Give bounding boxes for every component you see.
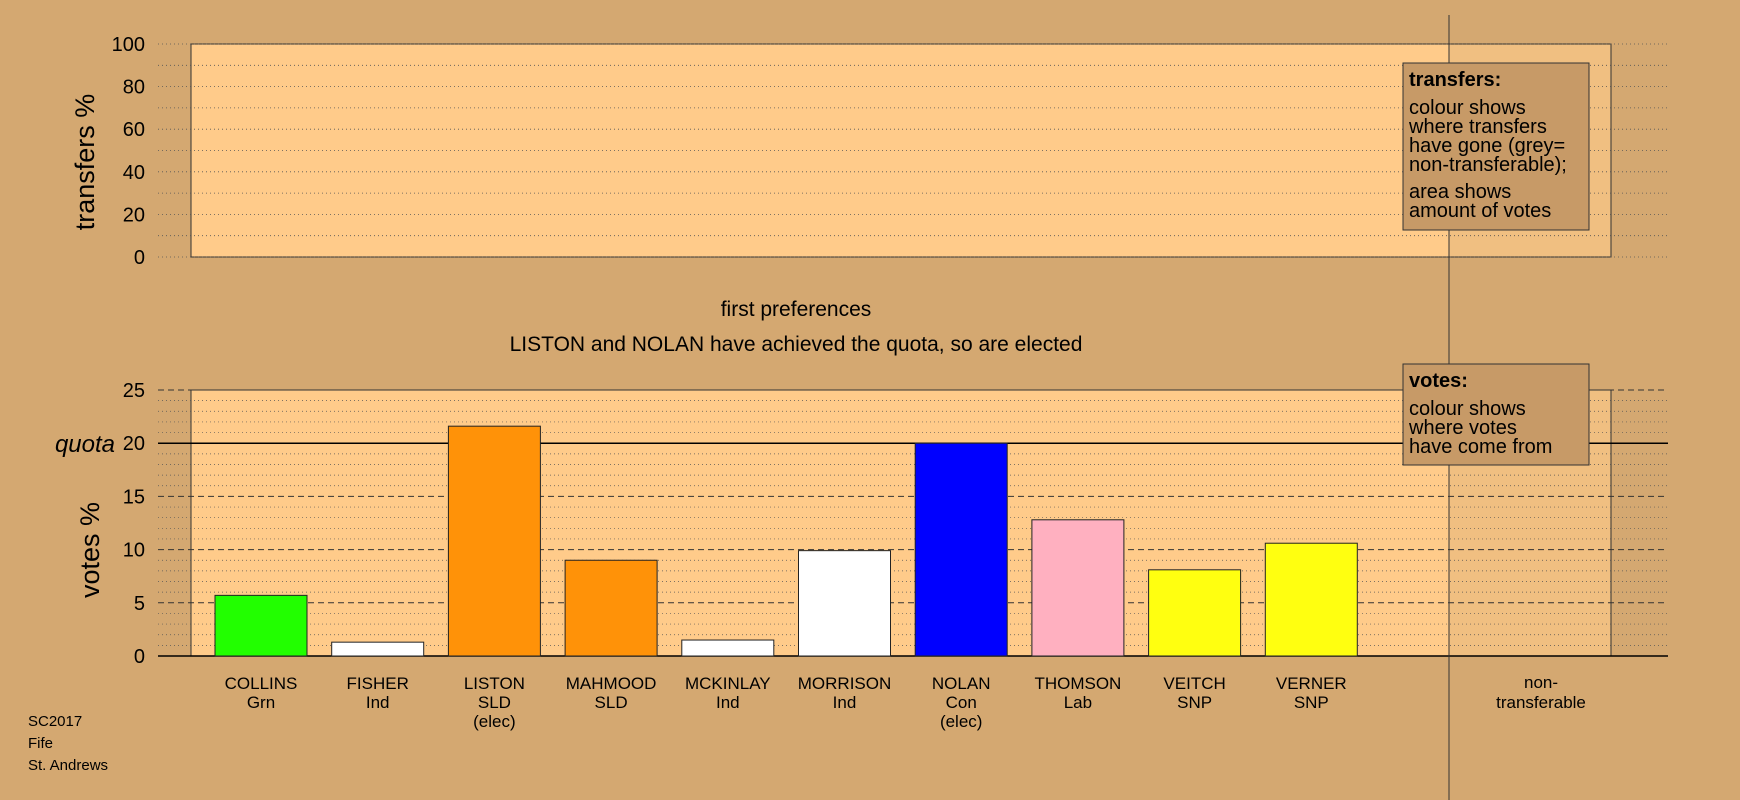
bar-liston: [447, 425, 541, 657]
transfers-y-tick-label: 100: [112, 34, 145, 56]
transfers-y-tick-label: 20: [123, 204, 145, 226]
candidate-labels: COLLINSGrnFISHERIndLISTONSLD(elec)MAHMOO…: [225, 674, 1347, 731]
bar-mahmood: [564, 559, 658, 657]
candidate-label-liston: LISTON: [464, 674, 525, 693]
transfers-legend-line: area shows: [1409, 181, 1511, 203]
transfers-legend-box: [1402, 62, 1590, 231]
candidate-label-nolan: (elec): [940, 712, 983, 731]
candidate-label-nolan: NOLAN: [932, 674, 991, 693]
votes-y-ticks: 0 5 10 15 20 25: [123, 380, 145, 668]
votes-y-tick-label: 10: [123, 540, 145, 562]
candidate-label-mahmood: MAHMOOD: [566, 674, 657, 693]
transfers-legend-line: have gone (grey=: [1409, 135, 1565, 157]
bar-nolan: [914, 442, 1008, 657]
votes-legend-line: where votes: [1408, 417, 1517, 439]
votes-y-tick-label: 25: [123, 380, 145, 402]
nontransferable-label-line1: non-: [1524, 673, 1558, 692]
transfers-legend: transfers: colour shows where transfers …: [1402, 62, 1590, 231]
candidate-label-mckinlay: Ind: [716, 693, 740, 712]
candidate-label-verner: VERNER: [1276, 674, 1347, 693]
transfers-legend-title: transfers:: [1409, 69, 1501, 91]
votes-plot-area: [190, 389, 1612, 657]
transfers-legend-line: where transfers: [1408, 116, 1547, 138]
bar-veitch: [1148, 569, 1242, 657]
bar-verner: [1264, 542, 1358, 657]
bar-mckinlay: [681, 639, 775, 657]
transfers-panel: 0 20 40 60 80 100 transfers %: [70, 34, 1668, 269]
transfers-legend-line: non-transferable);: [1409, 154, 1567, 176]
votes-bars: [214, 425, 1358, 657]
votes-y-tick-label: 0: [134, 646, 145, 668]
transfers-legend-line: amount of votes: [1409, 200, 1551, 222]
quota-label: quota: [55, 431, 115, 458]
candidate-label-mahmood: SLD: [595, 693, 628, 712]
candidate-label-collins: COLLINS: [225, 674, 298, 693]
transfers-y-axis-title: transfers %: [70, 94, 100, 231]
votes-y-axis-title: votes %: [75, 502, 105, 598]
footer-council: Fife: [28, 735, 53, 752]
candidate-label-liston: (elec): [473, 712, 516, 731]
votes-y-tick-label: 20: [123, 433, 145, 455]
transfers-legend-line: colour shows: [1409, 97, 1526, 119]
bar-morrison: [798, 550, 891, 657]
chart-title: first preferences: [721, 298, 872, 321]
transfers-y-tick-label: 80: [123, 77, 145, 99]
bar-collins: [214, 594, 308, 657]
bar-thomson: [1031, 519, 1125, 657]
transfers-y-tick-label: 60: [123, 119, 145, 141]
candidate-label-nolan: Con: [946, 693, 977, 712]
chart-subtitle: LISTON and NOLAN have achieved the quota…: [510, 333, 1083, 356]
candidate-label-thomson: THOMSON: [1034, 674, 1121, 693]
votes-y-tick-label: 15: [123, 486, 145, 508]
bar-fisher: [331, 641, 425, 657]
votes-legend-line: colour shows: [1409, 398, 1526, 420]
candidate-label-liston: SLD: [478, 693, 511, 712]
transfers-y-tick-label: 0: [134, 247, 145, 269]
nontransferable-label-line2: transferable: [1496, 693, 1586, 712]
candidate-label-veitch: VEITCH: [1163, 674, 1225, 693]
candidate-label-morrison: MORRISON: [798, 674, 892, 693]
footer-year: SC2017: [28, 713, 82, 730]
footer-ward: St. Andrews: [28, 757, 108, 774]
candidate-label-collins: Grn: [247, 693, 275, 712]
votes-legend: votes: colour shows where votes have com…: [1402, 363, 1590, 466]
candidate-label-thomson: Lab: [1064, 693, 1092, 712]
votes-legend-box: [1402, 363, 1590, 466]
candidate-label-fisher: Ind: [366, 693, 390, 712]
candidate-label-veitch: SNP: [1177, 693, 1212, 712]
votes-legend-title: votes:: [1409, 370, 1468, 392]
candidate-label-morrison: Ind: [833, 693, 857, 712]
candidate-label-mckinlay: MCKINLAY: [685, 674, 771, 693]
candidate-label-fisher: FISHER: [347, 674, 409, 693]
candidate-label-verner: SNP: [1294, 693, 1329, 712]
votes-y-tick-label: 5: [134, 593, 145, 615]
votes-legend-line: have come from: [1409, 436, 1552, 458]
transfers-y-tick-label: 40: [123, 162, 145, 184]
transfers-y-ticks: 0 20 40 60 80 100: [112, 34, 145, 269]
